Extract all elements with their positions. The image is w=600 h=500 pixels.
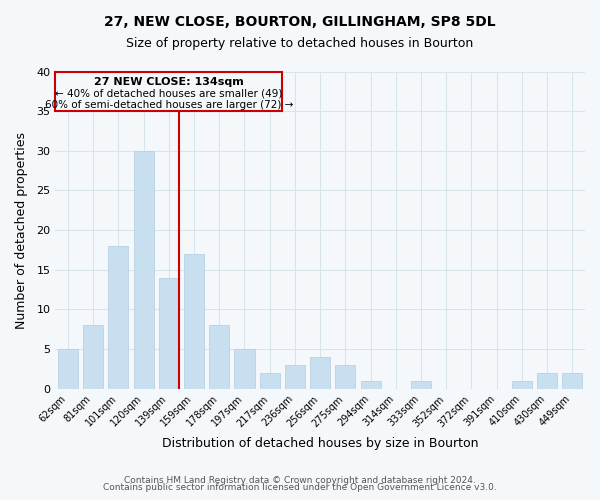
Text: Contains public sector information licensed under the Open Government Licence v3: Contains public sector information licen… [103, 484, 497, 492]
Bar [235, 349, 254, 389]
FancyBboxPatch shape [55, 72, 283, 111]
Text: Contains HM Land Registry data © Crown copyright and database right 2024.: Contains HM Land Registry data © Crown c… [124, 476, 476, 485]
Bar [537, 373, 557, 389]
Text: 60% of semi-detached houses are larger (72) →: 60% of semi-detached houses are larger (… [44, 100, 293, 110]
Text: 27, NEW CLOSE, BOURTON, GILLINGHAM, SP8 5DL: 27, NEW CLOSE, BOURTON, GILLINGHAM, SP8 … [104, 15, 496, 29]
Y-axis label: Number of detached properties: Number of detached properties [15, 132, 28, 328]
Text: Size of property relative to detached houses in Bourton: Size of property relative to detached ho… [127, 38, 473, 51]
Bar [108, 246, 128, 389]
Text: 27 NEW CLOSE: 134sqm: 27 NEW CLOSE: 134sqm [94, 77, 244, 87]
Bar [83, 326, 103, 389]
Bar [184, 254, 204, 389]
Bar [310, 357, 330, 389]
X-axis label: Distribution of detached houses by size in Bourton: Distribution of detached houses by size … [162, 437, 478, 450]
Bar [361, 381, 380, 389]
Bar [159, 278, 179, 389]
Bar [58, 349, 78, 389]
Bar [209, 326, 229, 389]
Text: ← 40% of detached houses are smaller (49): ← 40% of detached houses are smaller (49… [55, 89, 283, 99]
Bar [335, 365, 355, 389]
Bar [512, 381, 532, 389]
Bar [134, 151, 154, 389]
Bar [285, 365, 305, 389]
Bar [562, 373, 583, 389]
Bar [411, 381, 431, 389]
Bar [260, 373, 280, 389]
